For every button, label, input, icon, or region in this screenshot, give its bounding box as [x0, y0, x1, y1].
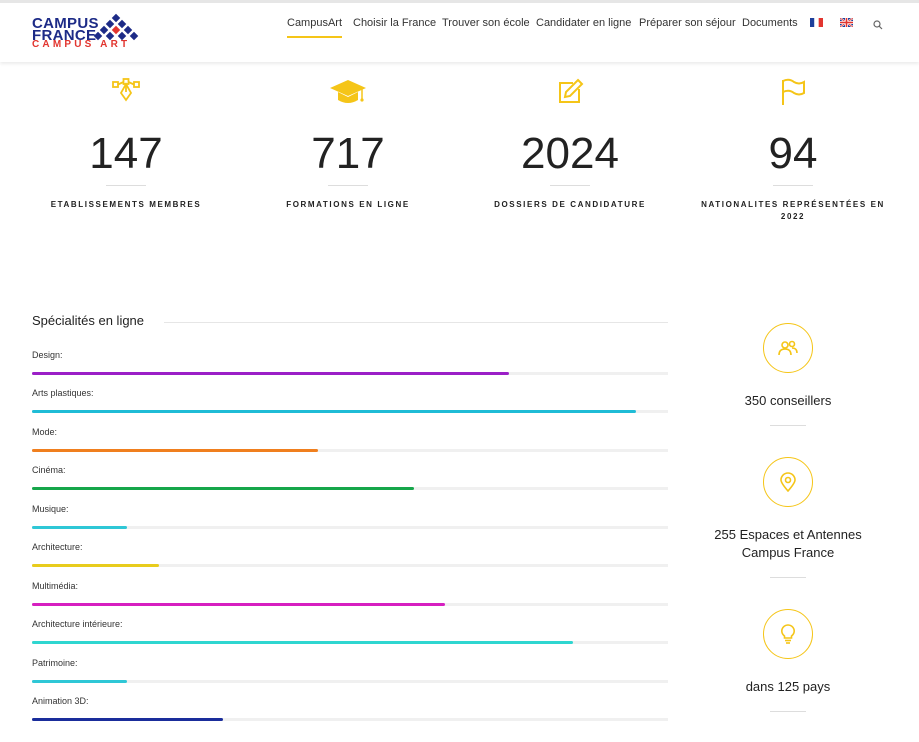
skill-track — [32, 410, 668, 413]
skill-track — [32, 603, 668, 606]
skill-track — [32, 526, 668, 529]
nav-item-trouver-son-ecole[interactable]: Trouver son école — [442, 17, 530, 29]
campus-france-logo[interactable]: CAMPUS FRANCE CAMPUS ART — [32, 13, 150, 51]
logo-word-campus-art: CAMPUS ART — [32, 39, 131, 50]
top-border — [0, 0, 919, 3]
skills-title-divider — [164, 322, 668, 323]
skill-name: Architecture intérieure: — [32, 619, 123, 629]
skill-track — [32, 487, 668, 490]
skill-bar — [32, 449, 319, 452]
skill-bar — [32, 372, 509, 375]
flag-uk-icon[interactable] — [840, 18, 853, 27]
flag-icon — [782, 78, 805, 105]
skill-name: Animation 3D: — [32, 696, 89, 706]
skill-track — [32, 449, 668, 452]
stat-value: 147 — [89, 129, 163, 178]
skill-track — [32, 564, 668, 567]
skill-bar — [32, 603, 446, 606]
skill-track — [32, 680, 668, 683]
stat-divider — [328, 185, 368, 186]
skill-name: Patrimoine: — [32, 658, 78, 668]
skills-title: Spécialités en ligne — [32, 313, 145, 328]
nav-item-choisir-la-france[interactable]: Choisir la France — [353, 17, 437, 29]
fact-divider — [770, 711, 806, 712]
skill-track — [32, 372, 668, 375]
users-icon — [778, 340, 798, 356]
stat-label: DOSSIERS DE CANDIDATURE — [494, 200, 646, 209]
logo-diamond-icon — [93, 13, 139, 41]
flag-fr-icon[interactable] — [810, 18, 823, 27]
logo-word-campus: CAMPUS — [32, 15, 99, 32]
stat-divider — [106, 185, 146, 186]
skill-bar — [32, 410, 637, 413]
fact-icon-circle — [763, 609, 813, 659]
nav-item-documents[interactable]: Documents — [742, 17, 798, 29]
skill-bar — [32, 487, 414, 490]
fact-divider — [770, 425, 806, 426]
skill-name: Arts plastiques: — [32, 388, 94, 398]
stat-value: 717 — [311, 129, 385, 178]
skill-name: Multimédia: — [32, 581, 79, 591]
stat-value: 2024 — [521, 129, 619, 178]
stat-label: FORMATIONS EN LIGNE — [286, 200, 410, 209]
skill-bar — [32, 718, 223, 721]
stat-divider — [773, 185, 813, 186]
skill-name: Mode: — [32, 427, 58, 437]
logo-word-france: FRANCE — [32, 27, 97, 44]
fact-divider — [770, 577, 806, 578]
stat-divider — [550, 185, 590, 186]
skill-bar — [32, 564, 160, 567]
fact-text: 255 Espaces et Antennes Campus France — [714, 527, 862, 560]
site-header: CAMPUS FRANCE CAMPUS ART CampusArt Chois… — [0, 3, 919, 62]
skill-bar — [32, 526, 128, 529]
stat-label: ETABLISSEMENTS MEMBRES — [50, 200, 202, 209]
stat-value: 94 — [768, 129, 818, 178]
vector-pen-icon — [112, 78, 140, 102]
skill-track — [32, 718, 668, 721]
stat-label: NATIONALITES REPRÉSENTÉES EN 2022 — [701, 200, 885, 221]
edit-icon — [559, 78, 584, 103]
skill-name: Cinéma: — [32, 465, 66, 475]
fact-text: dans 125 pays — [745, 679, 831, 694]
skill-bar — [32, 680, 128, 683]
skill-name: Design: — [32, 350, 63, 360]
skill-bar — [32, 641, 573, 644]
fact-icon-circle — [763, 457, 813, 507]
nav-item-preparer-son-sejour[interactable]: Préparer son séjour — [639, 17, 736, 29]
nav-item-candidater-en-ligne[interactable]: Candidater en ligne — [536, 17, 632, 29]
search-icon[interactable] — [873, 20, 883, 30]
fact-icon-circle — [763, 323, 813, 373]
lightbulb-icon — [781, 624, 795, 644]
map-pin-icon — [780, 472, 796, 492]
fact-text: 350 conseillers — [744, 393, 832, 408]
nav-item-campusart[interactable]: CampusArt — [287, 17, 343, 38]
skill-track — [32, 641, 668, 644]
skill-name: Musique: — [32, 504, 69, 514]
graduation-cap-icon — [330, 80, 366, 103]
skill-name: Architecture: — [32, 542, 83, 552]
